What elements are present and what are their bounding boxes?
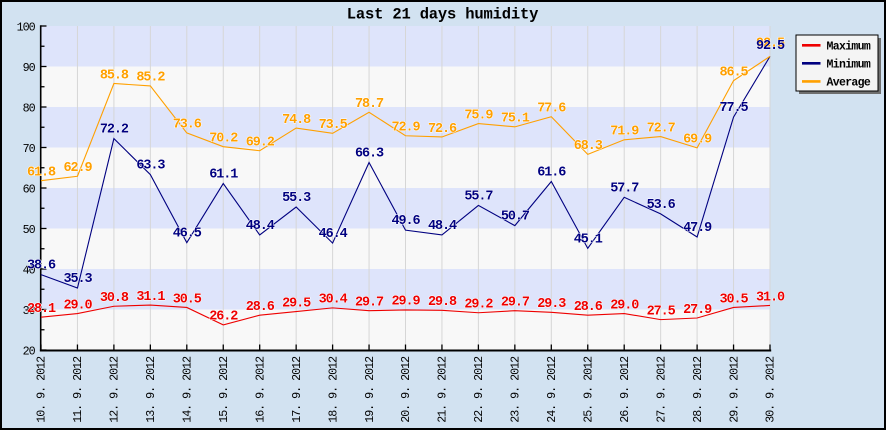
svg-text:50: 50: [23, 223, 36, 237]
svg-text:45.1: 45.1: [574, 232, 603, 247]
svg-text:69.2: 69.2: [246, 136, 275, 151]
svg-text:Maximum: Maximum: [827, 40, 871, 53]
svg-text:62.9: 62.9: [63, 161, 92, 176]
svg-text:46.5: 46.5: [173, 227, 202, 242]
svg-text:16. 9. 2012: 16. 9. 2012: [253, 356, 267, 423]
svg-text:24. 9. 2012: 24. 9. 2012: [545, 356, 559, 423]
svg-text:71.9: 71.9: [610, 125, 639, 140]
svg-text:13. 9. 2012: 13. 9. 2012: [144, 356, 158, 423]
svg-text:57.7: 57.7: [610, 181, 639, 196]
svg-text:27. 9. 2012: 27. 9. 2012: [654, 356, 668, 423]
svg-text:26.2: 26.2: [209, 310, 238, 325]
svg-text:53.6: 53.6: [647, 198, 676, 213]
svg-text:14. 9. 2012: 14. 9. 2012: [181, 356, 195, 423]
svg-text:28. 9. 2012: 28. 9. 2012: [691, 356, 705, 423]
svg-text:30.5: 30.5: [173, 292, 202, 307]
svg-text:30.8: 30.8: [100, 291, 129, 306]
svg-text:78.7: 78.7: [355, 97, 384, 112]
svg-text:77.5: 77.5: [720, 101, 749, 116]
svg-text:38.6: 38.6: [27, 259, 56, 274]
svg-text:86.5: 86.5: [720, 65, 749, 80]
svg-text:73.6: 73.6: [173, 118, 202, 133]
svg-text:11. 9. 2012: 11. 9. 2012: [71, 356, 85, 423]
svg-text:23. 9. 2012: 23. 9. 2012: [509, 356, 523, 423]
svg-text:49.6: 49.6: [391, 214, 420, 229]
svg-text:28.6: 28.6: [574, 300, 603, 315]
svg-text:28.1: 28.1: [27, 302, 56, 317]
svg-text:68.3: 68.3: [574, 139, 603, 154]
svg-text:30.5: 30.5: [720, 292, 749, 307]
svg-text:90: 90: [23, 61, 36, 75]
svg-text:48.4: 48.4: [428, 219, 457, 234]
svg-text:10. 9. 2012: 10. 9. 2012: [35, 356, 49, 423]
svg-text:Average: Average: [827, 77, 871, 90]
svg-text:74.8: 74.8: [282, 113, 311, 128]
svg-text:Last 21 days humidity: Last 21 days humidity: [347, 5, 539, 23]
svg-text:80: 80: [23, 101, 36, 115]
svg-text:60: 60: [23, 182, 36, 196]
svg-text:72.7: 72.7: [647, 121, 676, 136]
svg-text:50.7: 50.7: [501, 210, 530, 225]
svg-text:31.0: 31.0: [756, 290, 785, 305]
svg-text:75.1: 75.1: [501, 112, 530, 127]
svg-text:15. 9. 2012: 15. 9. 2012: [217, 356, 231, 423]
svg-text:17. 9. 2012: 17. 9. 2012: [290, 356, 304, 423]
svg-text:12. 9. 2012: 12. 9. 2012: [108, 356, 122, 423]
svg-text:40: 40: [23, 263, 36, 277]
svg-text:30.4: 30.4: [319, 293, 348, 308]
svg-text:100: 100: [17, 20, 36, 34]
svg-text:27.9: 27.9: [683, 303, 712, 318]
svg-text:25. 9. 2012: 25. 9. 2012: [581, 356, 595, 423]
svg-text:92.5: 92.5: [756, 39, 785, 54]
svg-text:29.7: 29.7: [355, 296, 384, 311]
svg-text:26. 9. 2012: 26. 9. 2012: [618, 356, 632, 423]
svg-text:46.4: 46.4: [319, 227, 348, 242]
svg-text:72.2: 72.2: [100, 123, 129, 138]
svg-text:55.3: 55.3: [282, 191, 311, 206]
svg-text:31.1: 31.1: [136, 290, 165, 305]
svg-text:21. 9. 2012: 21. 9. 2012: [436, 356, 450, 423]
svg-text:29.0: 29.0: [63, 298, 92, 313]
svg-text:29.9: 29.9: [391, 295, 420, 310]
svg-text:20: 20: [23, 344, 36, 358]
svg-text:29.0: 29.0: [610, 298, 639, 313]
svg-text:19. 9. 2012: 19. 9. 2012: [363, 356, 377, 423]
svg-text:77.6: 77.6: [537, 102, 566, 117]
svg-text:73.5: 73.5: [319, 118, 348, 133]
svg-text:85.2: 85.2: [136, 71, 165, 86]
svg-text:61.6: 61.6: [537, 166, 566, 181]
svg-text:20. 9. 2012: 20. 9. 2012: [399, 356, 413, 423]
svg-text:55.7: 55.7: [464, 189, 493, 204]
svg-text:28.6: 28.6: [246, 300, 275, 315]
svg-text:29.3: 29.3: [537, 297, 566, 312]
svg-text:61.1: 61.1: [209, 168, 238, 183]
svg-text:29. 9. 2012: 29. 9. 2012: [727, 356, 741, 423]
svg-text:72.9: 72.9: [391, 121, 420, 136]
svg-text:35.3: 35.3: [63, 272, 92, 287]
svg-text:47.9: 47.9: [683, 221, 712, 236]
svg-text:92.5: 92.5: [756, 36, 785, 51]
svg-text:22. 9. 2012: 22. 9. 2012: [472, 356, 486, 423]
svg-text:30. 9. 2012: 30. 9. 2012: [764, 356, 778, 423]
svg-text:75.9: 75.9: [464, 108, 493, 123]
svg-text:70: 70: [23, 142, 36, 156]
svg-text:72.6: 72.6: [428, 122, 457, 137]
svg-text:66.3: 66.3: [355, 146, 384, 161]
svg-text:61.8: 61.8: [27, 166, 56, 181]
svg-text:29.2: 29.2: [464, 298, 493, 313]
svg-text:69.9: 69.9: [683, 133, 712, 148]
svg-text:Minimum: Minimum: [827, 58, 871, 71]
svg-text:18. 9. 2012: 18. 9. 2012: [326, 356, 340, 423]
svg-text:85.8: 85.8: [100, 68, 129, 83]
svg-text:48.4: 48.4: [246, 219, 275, 234]
svg-text:29.8: 29.8: [428, 295, 457, 310]
svg-text:29.7: 29.7: [501, 296, 530, 311]
svg-text:63.3: 63.3: [136, 159, 165, 174]
svg-text:70.2: 70.2: [209, 131, 238, 146]
svg-text:27.5: 27.5: [647, 304, 676, 319]
svg-text:29.5: 29.5: [282, 296, 311, 311]
svg-text:30: 30: [23, 304, 36, 318]
